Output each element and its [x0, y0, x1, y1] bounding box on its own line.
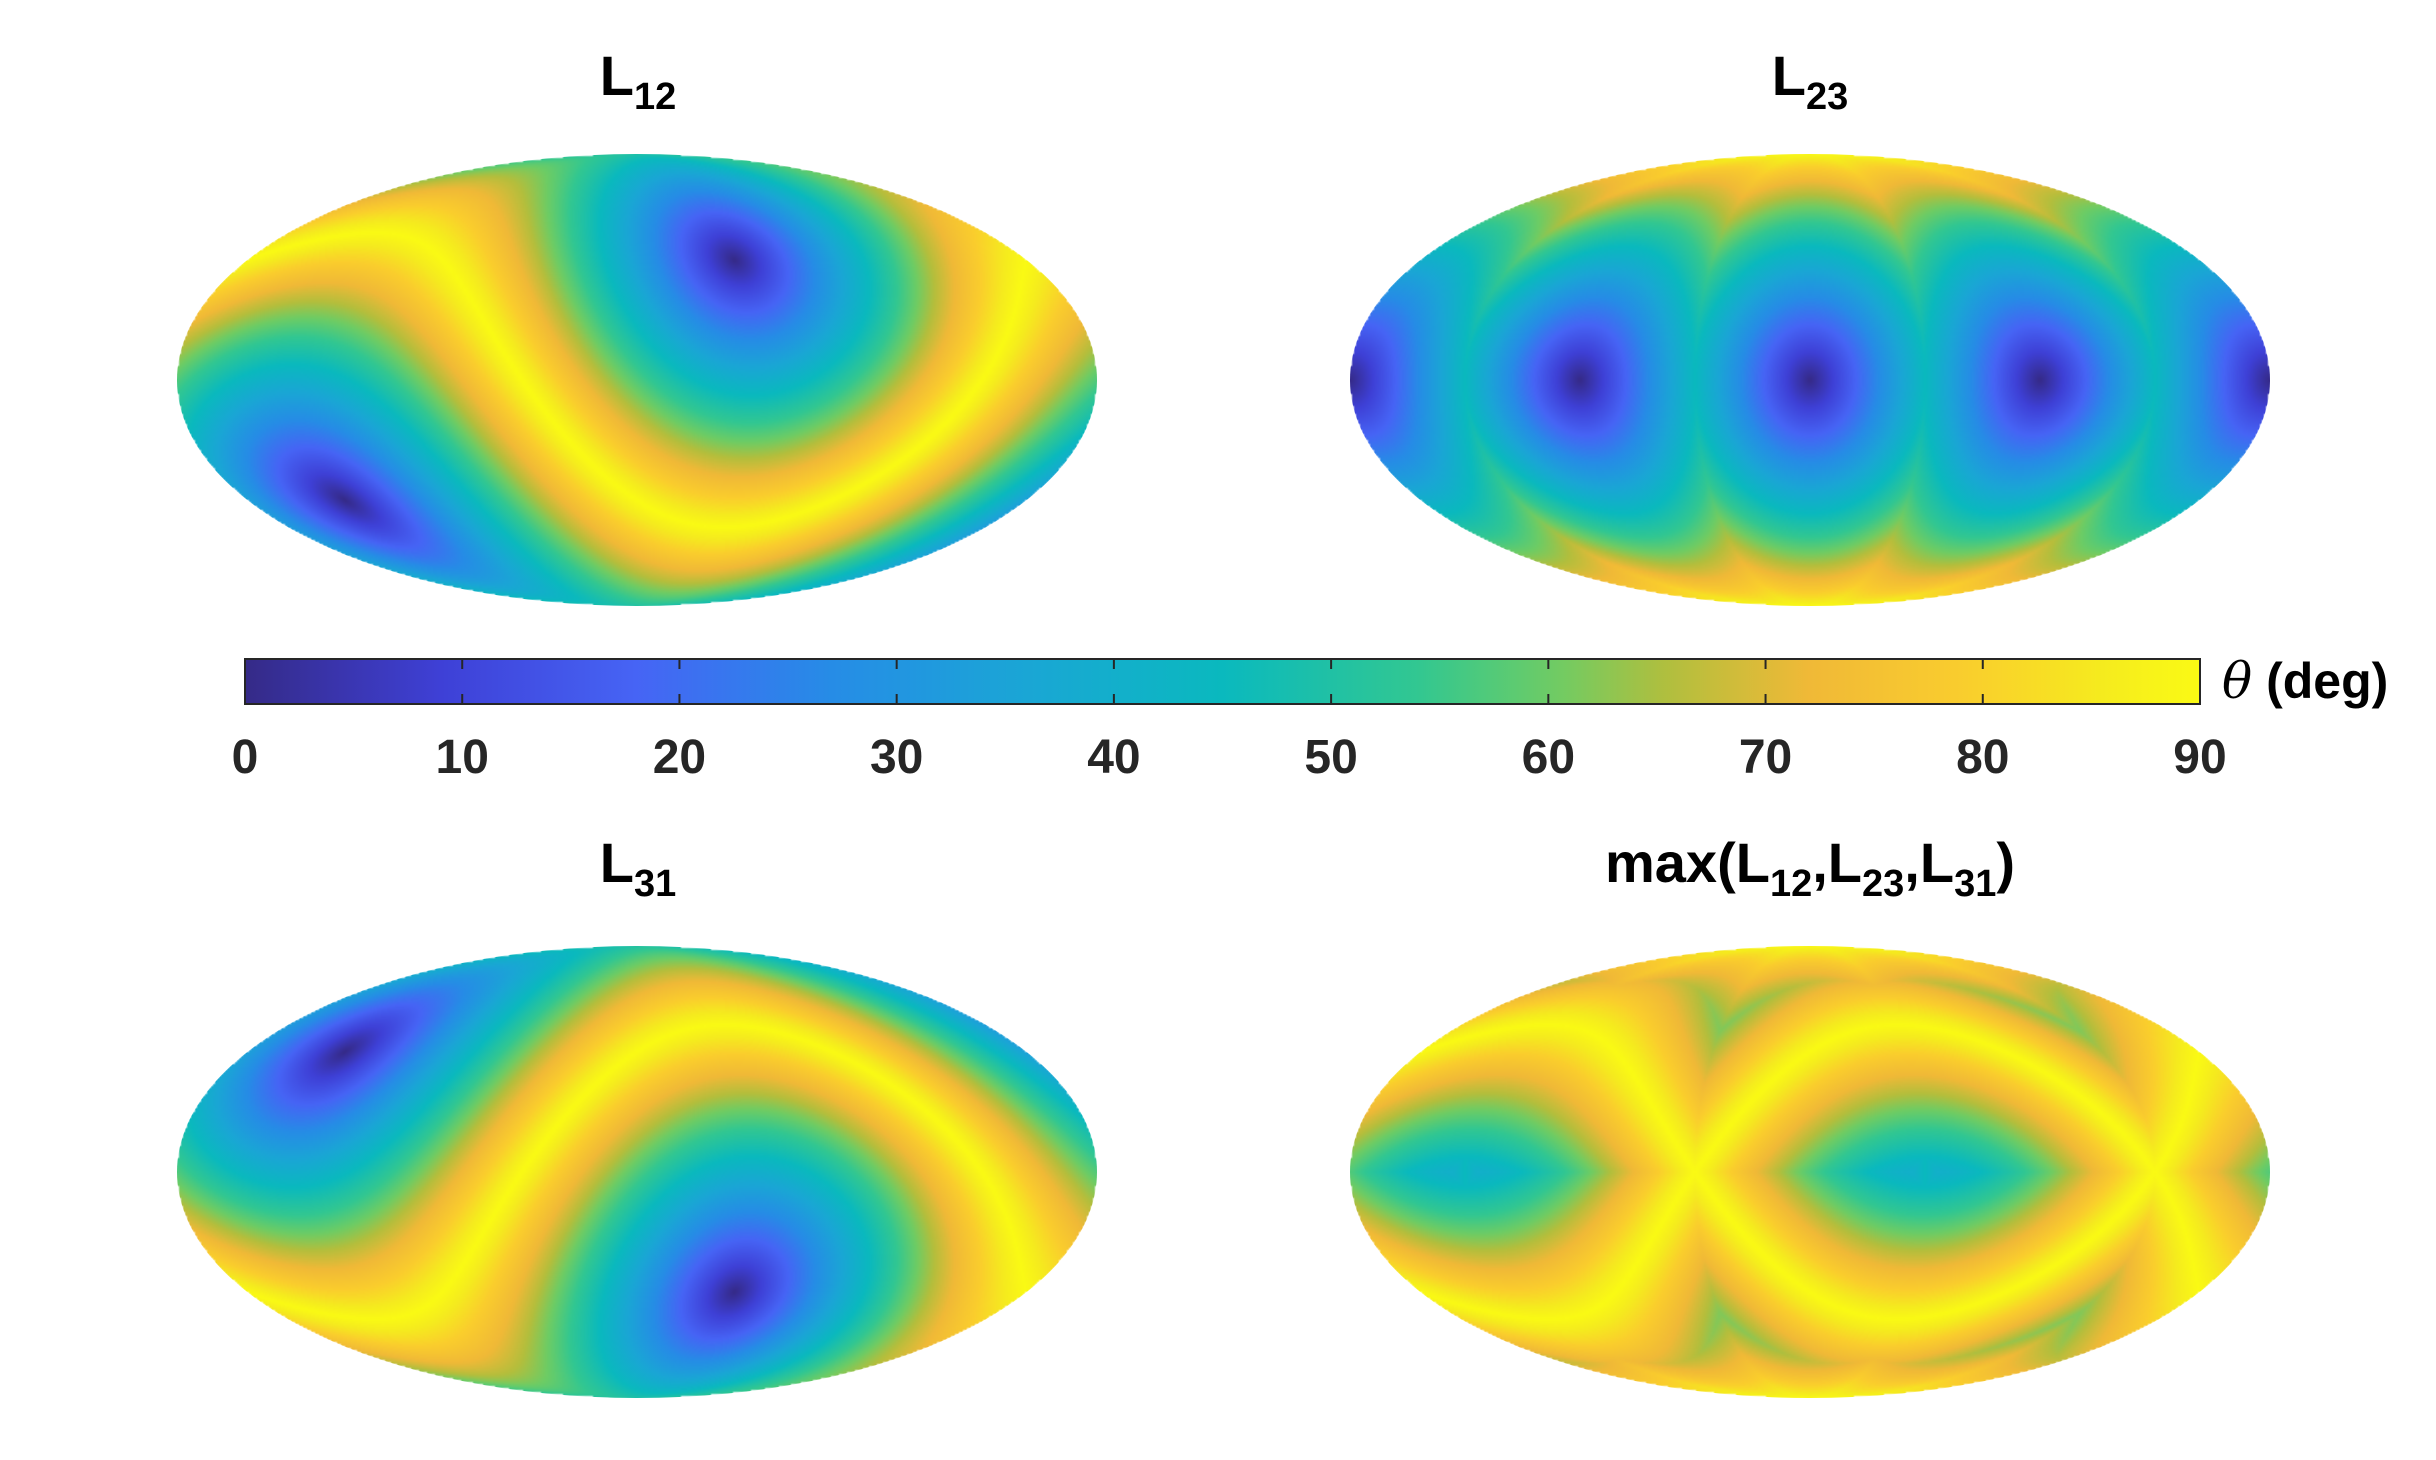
panel-title-l31: L31	[600, 831, 677, 905]
colorbar-gradient	[244, 658, 2201, 705]
panel-title-max: max(L12,L23,L31)	[1605, 831, 2015, 905]
map-l12	[177, 154, 1097, 606]
colorbar-tick-label: 80	[1956, 731, 2009, 784]
heatmap-l12	[177, 154, 1097, 606]
panel-title-l23: L23	[1772, 44, 1849, 118]
colorbar: 0 10 20 30 40 50 60 70 80 90 θ (deg)	[232, 652, 2389, 784]
heatmap-l31	[177, 946, 1097, 1398]
colorbar-tick-label: 10	[436, 731, 489, 784]
colorbar-tick-label: 90	[2173, 731, 2226, 784]
colorbar-tick-label: 0	[232, 731, 259, 784]
colorbar-label: θ (deg)	[2222, 652, 2388, 710]
colorbar-tick-label: 30	[870, 731, 923, 784]
heatmap-max	[1350, 946, 2270, 1398]
panel-title-l12: L12	[600, 44, 677, 118]
heatmap-l23	[1350, 154, 2270, 606]
colorbar-ticks: 0 10 20 30 40 50 60 70 80 90	[232, 659, 2227, 784]
map-l23	[1350, 154, 2270, 606]
colorbar-tick-label: 60	[1522, 731, 1575, 784]
map-max	[1350, 946, 2270, 1398]
colorbar-tick-label: 50	[1304, 731, 1357, 784]
colorbar-tick-label: 40	[1087, 731, 1140, 784]
map-l31	[177, 946, 1097, 1398]
colorbar-tick-label: 70	[1739, 731, 1792, 784]
colorbar-tick-label: 20	[653, 731, 706, 784]
